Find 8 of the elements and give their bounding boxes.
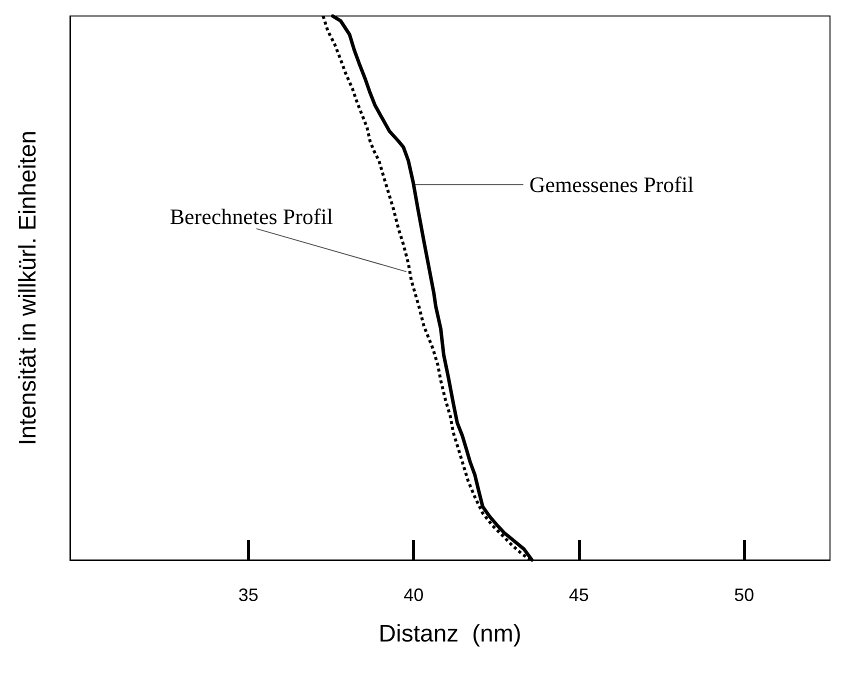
x-tick-label: 45 (568, 585, 589, 605)
annotation: Gemessenes Profil (529, 172, 694, 198)
x-axis-title: Distanz (nm) (378, 620, 522, 648)
y-axis-title: Intensität in willkürl. Einheiten (14, 130, 42, 446)
annotation: Berechnetes Profil (170, 204, 333, 230)
x-tick-label: 50 (734, 585, 754, 605)
x-tick-label: 35 (238, 585, 258, 605)
x-tick-label: 40 (404, 585, 424, 605)
